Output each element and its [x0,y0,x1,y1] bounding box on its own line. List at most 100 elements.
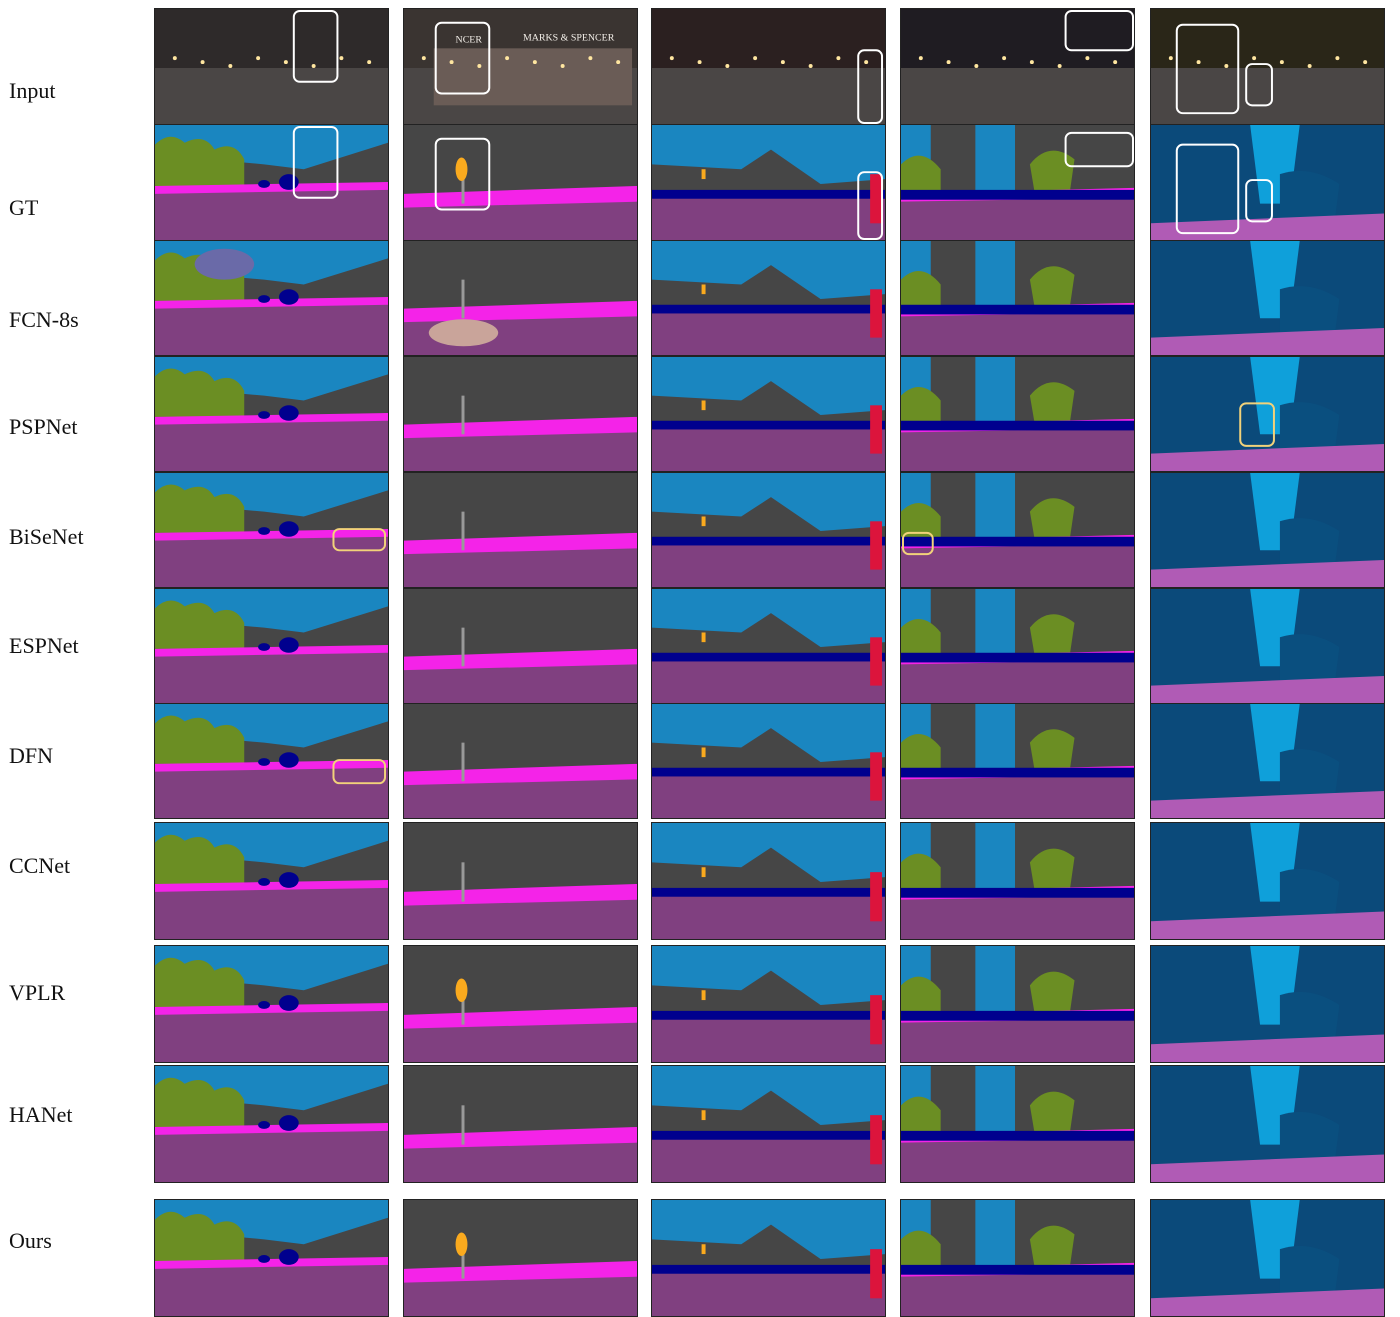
result-image-ccnet-2 [403,822,638,940]
row-label-input: Input [9,78,56,103]
segmentation-map [404,241,637,355]
segmentation-map [155,704,388,818]
highlight-box [434,137,491,211]
segmentation-map [404,357,637,471]
highlight-box [1175,23,1240,115]
segmentation-map [1151,473,1384,587]
row-label-ours: Ours [9,1228,52,1253]
row-label-ccnet: CCNet [9,853,71,878]
result-image-dfn-1 [154,703,389,819]
segmentation-map [155,823,388,939]
row-label-gt: GT [9,195,39,220]
result-image-bisenet-3 [651,472,886,588]
result-image-input-2: MARKS & SPENCER NCER [403,8,638,126]
segmentation-map [155,125,388,241]
segmentation-map [901,946,1134,1062]
result-image-fcn-8s-2 [403,240,638,356]
result-image-ccnet-5 [1150,822,1385,940]
highlight-box [901,531,934,556]
segmentation-map [901,125,1134,241]
result-image-espnet-1 [154,588,389,704]
result-image-bisenet-1 [154,472,389,588]
segmentation-map [901,1200,1134,1316]
result-image-pspnet-3 [651,356,886,472]
segmentation-map [1151,241,1384,355]
result-image-input-5 [1150,8,1385,126]
result-image-hanet-1 [154,1065,389,1183]
result-image-vplr-1 [154,945,389,1063]
highlight-box [434,21,491,95]
segmentation-map [404,473,637,587]
row-label-pspnet: PSPNet [9,414,78,439]
segmentation-map [901,1066,1134,1182]
segmentation-map [901,823,1134,939]
result-image-dfn-5 [1150,703,1385,819]
result-image-ours-3 [651,1199,886,1317]
segmentation-map [901,9,1134,125]
row-label-bisenet: BiSeNet [9,524,84,549]
segmentation-map [404,589,637,703]
highlight-box [1239,402,1275,447]
result-image-hanet-3 [651,1065,886,1183]
segmentation-map [404,125,637,241]
result-image-gt-1 [154,124,389,242]
result-image-espnet-4 [900,588,1135,704]
segmentation-map [652,1066,885,1182]
result-image-ours-1 [154,1199,389,1317]
segmentation-map [901,704,1134,818]
result-image-bisenet-4 [900,472,1135,588]
segmentation-map [652,823,885,939]
result-image-gt-2 [403,124,638,242]
segmentation-map [652,241,885,355]
result-image-hanet-4 [900,1065,1135,1183]
highlight-box [332,759,387,785]
result-image-ours-4 [900,1199,1135,1317]
segmentation-map [404,1200,637,1316]
segmentation-map [901,589,1134,703]
highlight-box [292,125,339,199]
result-image-gt-3 [651,124,886,242]
result-image-dfn-4 [900,703,1135,819]
result-image-espnet-2 [403,588,638,704]
segmentation-map [652,357,885,471]
result-image-ccnet-3 [651,822,886,940]
segmentation-map [1151,357,1384,471]
result-image-hanet-2 [403,1065,638,1183]
segmentation-map [1151,823,1384,939]
result-image-vplr-2 [403,945,638,1063]
segmentation-map [1151,946,1384,1062]
segmentation-map [155,1066,388,1182]
segmentation-map [1151,9,1384,125]
result-image-fcn-8s-3 [651,240,886,356]
result-image-gt-5 [1150,124,1385,242]
segmentation-map [901,357,1134,471]
segmentation-map [155,473,388,587]
segmentation-map [155,357,388,471]
result-image-bisenet-2 [403,472,638,588]
segmentation-map [155,1200,388,1316]
highlight-box [1064,131,1134,168]
segmentation-map [652,1200,885,1316]
segmentation-map [1151,125,1384,241]
segmentation-map [652,125,885,241]
segmentation-map [1151,704,1384,818]
result-image-fcn-8s-1 [154,240,389,356]
row-label-vplr: VPLR [9,980,66,1005]
result-image-vplr-4 [900,945,1135,1063]
segmentation-map [1151,1066,1384,1182]
result-image-hanet-5 [1150,1065,1385,1183]
segmentation-map [652,946,885,1062]
segmentation-map [404,1066,637,1182]
row-label-espnet: ESPNet [9,633,79,658]
segmentation-map [1151,589,1384,703]
highlight-box [292,9,339,83]
result-image-gt-4 [900,124,1135,242]
segmentation-map [155,589,388,703]
shop-sign-text-partial: NCER [456,34,483,45]
highlight-box [857,171,884,241]
result-image-ccnet-4 [900,822,1135,940]
highlight-box [1175,143,1240,235]
segmentation-map [1151,1200,1384,1316]
segmentation-map [404,704,637,818]
segmentation-map [652,704,885,818]
